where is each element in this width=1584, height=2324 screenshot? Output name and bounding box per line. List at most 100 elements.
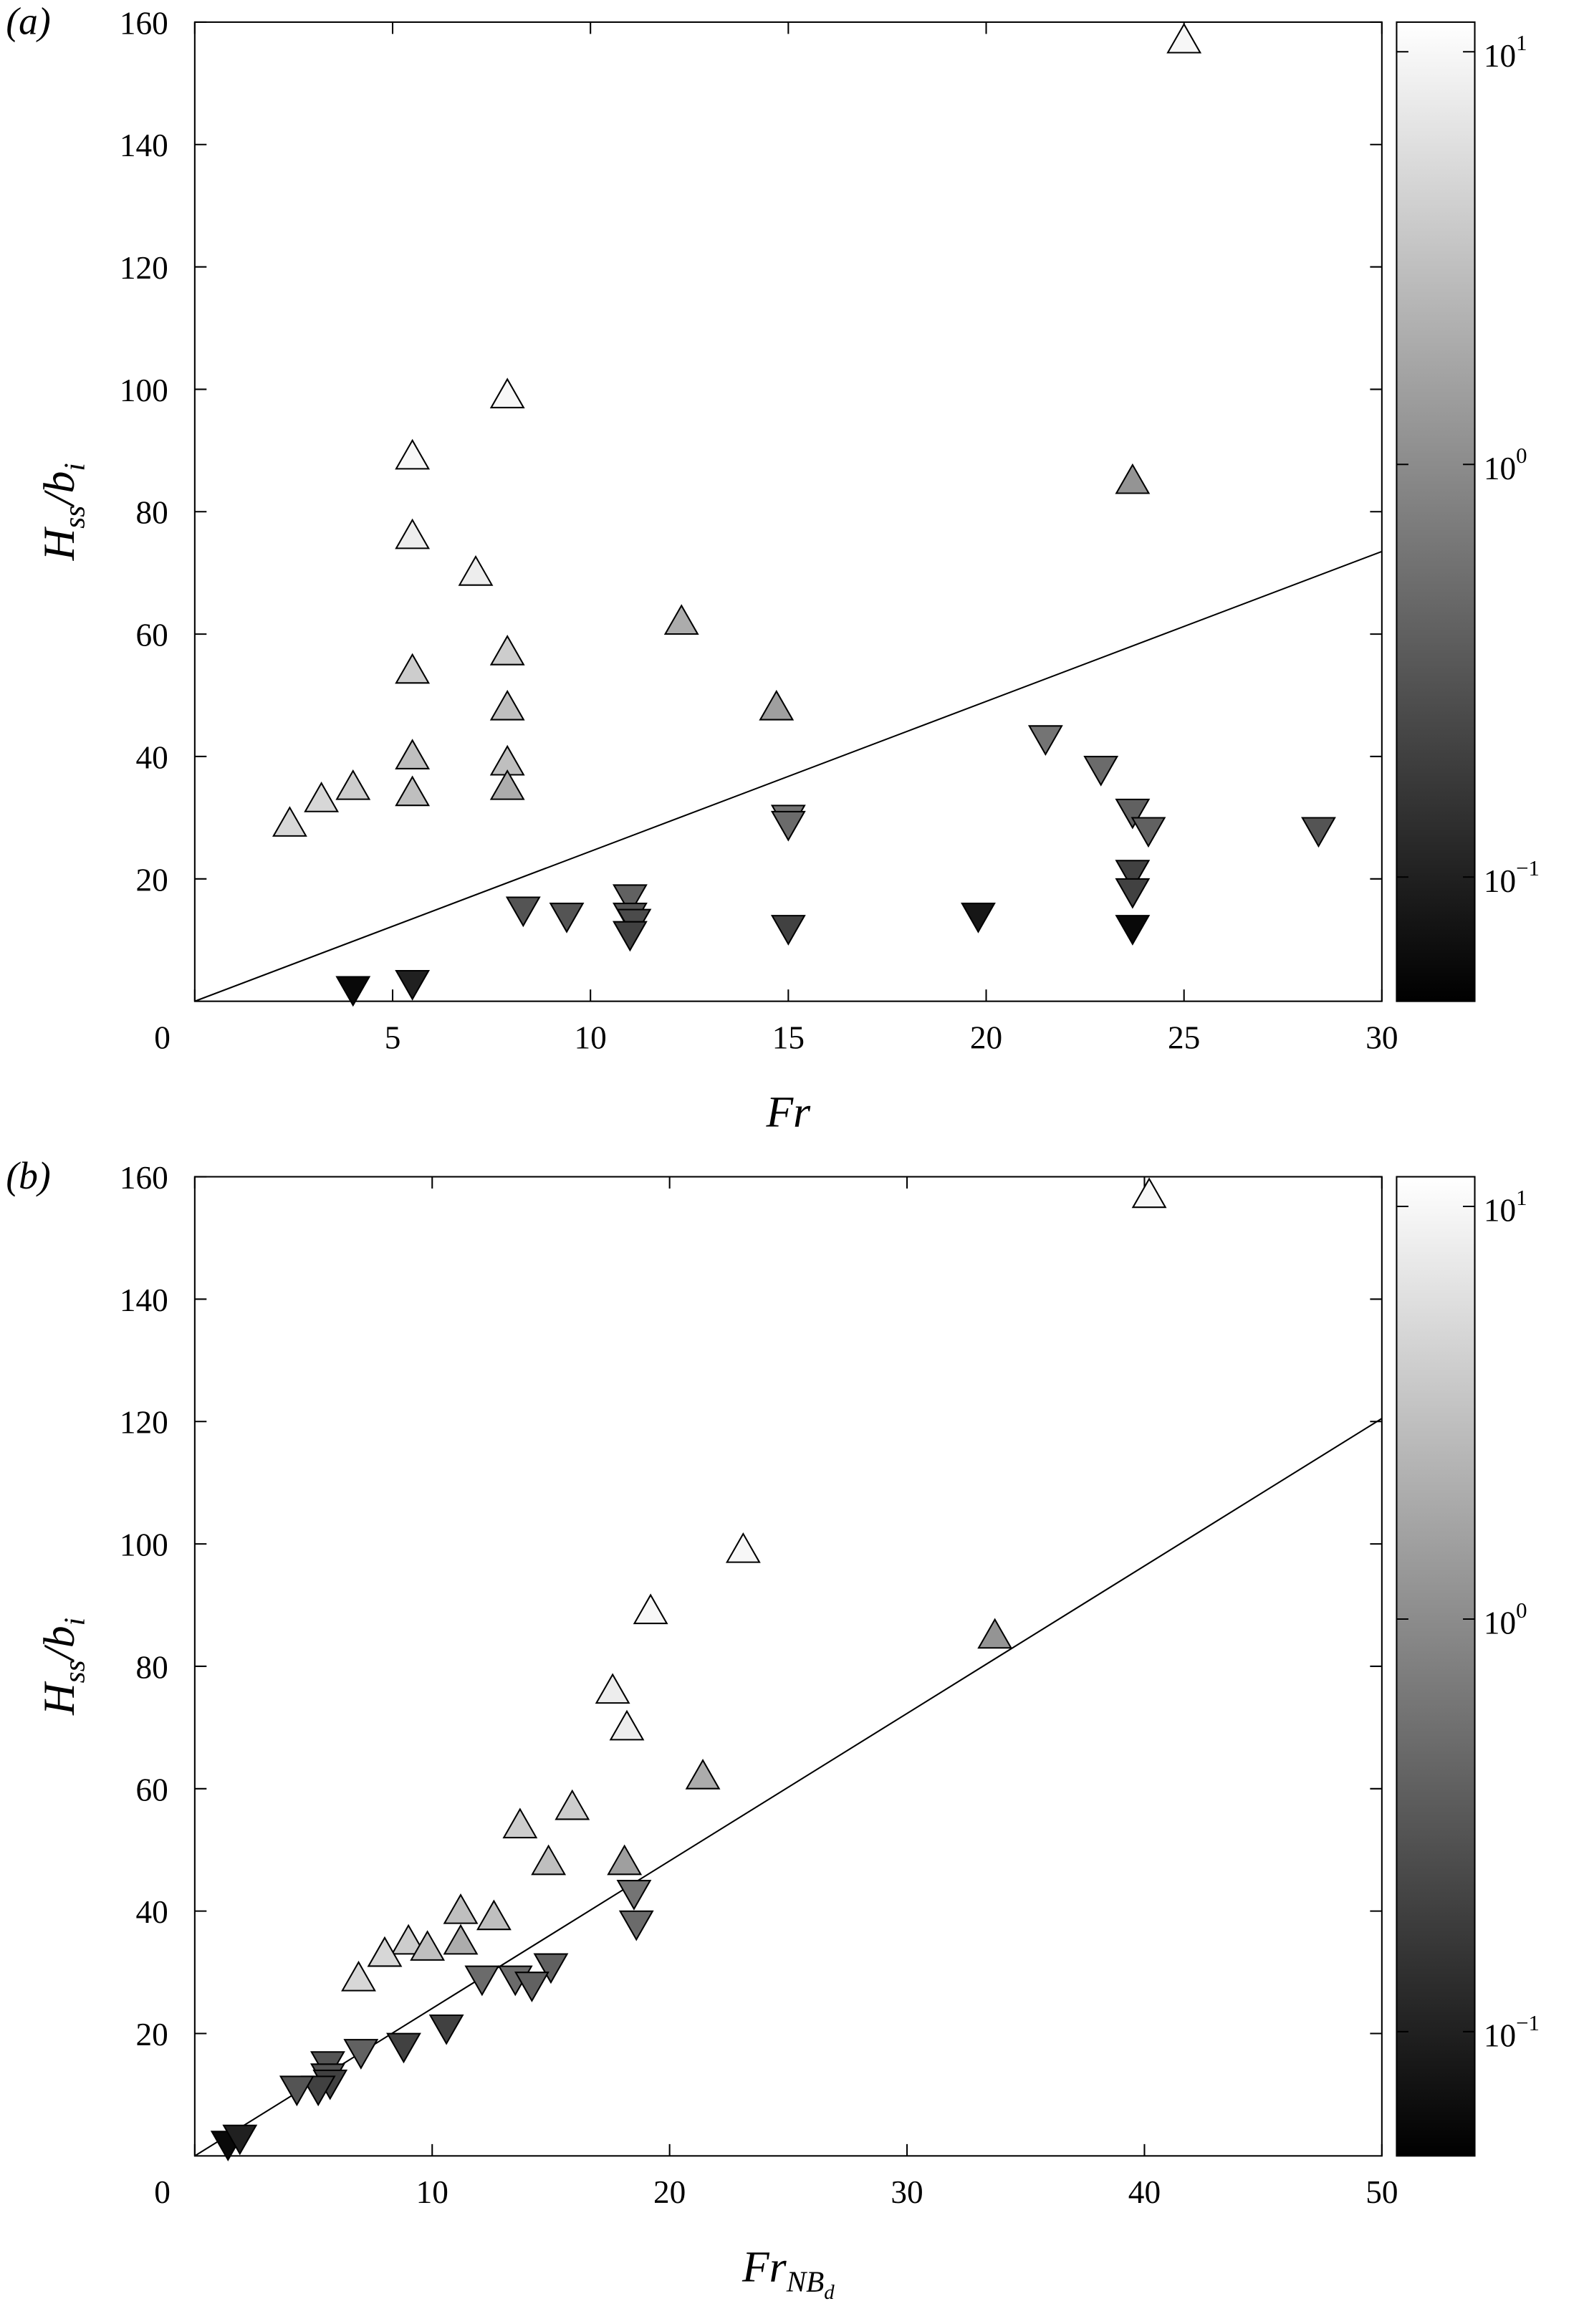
data-point (502, 1807, 538, 1839)
data-point (489, 635, 525, 666)
plot-frame (193, 21, 1383, 1002)
y-tick-label: 80 (136, 1649, 168, 1685)
y-axis-label: Hss/bi (35, 463, 90, 561)
y-tick-label: 100 (120, 1527, 168, 1563)
y-tick-label: 20 (136, 862, 168, 898)
y-axis-label-part: ss (57, 506, 90, 529)
colorbar-tick-label: 10−1 (1484, 2010, 1540, 2054)
data-point (489, 769, 525, 800)
data-point (685, 1759, 721, 1790)
x-tick-label: 15 (772, 1020, 805, 1056)
colorbar-tick-base: 10 (1484, 38, 1516, 74)
data-point (1115, 915, 1151, 946)
y-tick-label: 60 (136, 1772, 168, 1807)
colorbar-tick-exponent: 0 (1516, 1598, 1527, 1623)
y-tick-label: 60 (136, 618, 168, 653)
data-point (335, 976, 371, 1007)
data-point (613, 884, 648, 916)
data-point (1115, 463, 1151, 494)
x-axis-label-part: d (824, 2281, 835, 2304)
x-axis-label: FrNBd (741, 2242, 835, 2304)
x-tick-label: 40 (1128, 2174, 1161, 2210)
data-point (476, 1899, 512, 1931)
y-axis-label-part: /b (35, 1626, 84, 1662)
x-tick-label: 30 (891, 2174, 923, 2210)
data-point (616, 1880, 652, 1911)
data-point (1115, 878, 1151, 909)
data-point (443, 1924, 479, 1955)
y-tick-label: 140 (120, 1282, 168, 1318)
data-point (609, 1709, 645, 1741)
x-tick-label: 20 (970, 1020, 1002, 1056)
data-point (725, 1532, 761, 1563)
data-point (343, 2039, 379, 2070)
colorbar-tick-base: 10 (1484, 863, 1516, 899)
panel-label: (b) (6, 1154, 50, 1197)
data-point (395, 775, 431, 807)
colorbar-tick-exponent: 1 (1516, 30, 1527, 55)
data-point (549, 903, 585, 933)
data-point (961, 903, 996, 933)
x-tick-label: 0 (154, 1020, 171, 1056)
y-axis-label-part: i (57, 1618, 90, 1626)
data-point (395, 653, 431, 684)
data-point (1115, 798, 1151, 830)
x-axis-label-part: NB (786, 2265, 825, 2298)
data-point (533, 1953, 569, 1984)
data-point (443, 1893, 479, 1924)
data-point (613, 921, 648, 952)
data-point (300, 2075, 336, 2107)
data-point (595, 1673, 630, 1704)
y-tick-label: 140 (120, 128, 168, 163)
colorbar-tick-base: 10 (1484, 2018, 1516, 2054)
colorbar (1396, 1176, 1476, 2157)
y-tick-label: 120 (120, 1405, 168, 1441)
y-tick-label: 100 (120, 373, 168, 408)
x-axis-label-part: Fr (765, 1088, 811, 1137)
x-tick-label: 30 (1365, 1020, 1398, 1056)
y-axis-label-part: ss (57, 1660, 90, 1683)
data-point (618, 1910, 654, 1941)
data-point (531, 1844, 567, 1876)
panel-label: (a) (6, 0, 50, 42)
colorbar (1396, 21, 1476, 1002)
data-point (977, 1618, 1013, 1649)
data-point (770, 810, 806, 842)
data-point (395, 969, 431, 1001)
y-tick-label: 40 (136, 739, 168, 775)
data-point (489, 378, 525, 408)
data-point (222, 2124, 258, 2156)
y-tick-label: 160 (120, 1160, 168, 1196)
y-tick-label: 20 (136, 2017, 168, 2052)
data-point (1027, 725, 1063, 757)
colorbar-tick-base: 10 (1484, 1193, 1516, 1229)
colorbar-tick-exponent: 0 (1516, 443, 1527, 468)
fit-line (194, 550, 1383, 1002)
data-point (607, 1844, 643, 1876)
colorbar-tick-exponent: −1 (1516, 855, 1540, 880)
data-point (390, 1924, 426, 1955)
y-tick-label: 80 (136, 495, 168, 531)
data-point (410, 1930, 446, 1961)
data-point (1166, 22, 1202, 54)
x-axis-label-part: Fr (741, 2242, 787, 2291)
data-point (1115, 860, 1151, 890)
data-point (395, 438, 431, 470)
data-point (341, 1960, 376, 1992)
data-point (633, 1593, 668, 1625)
y-axis-label-part: i (57, 463, 90, 471)
y-axis-label-part: H (35, 526, 84, 561)
x-tick-label: 50 (1365, 2174, 1398, 2210)
x-tick-label: 0 (154, 2174, 171, 2210)
x-axis-label: Fr (765, 1088, 811, 1137)
colorbar-tick-base: 10 (1484, 451, 1516, 486)
x-tick-label: 20 (653, 2174, 686, 2210)
y-axis-label-part: H (35, 1681, 84, 1716)
data-point (1301, 817, 1336, 848)
y-tick-label: 160 (120, 5, 168, 41)
data-point (1131, 817, 1166, 848)
y-axis-label-part: /b (35, 471, 84, 508)
x-tick-label: 25 (1168, 1020, 1200, 1056)
